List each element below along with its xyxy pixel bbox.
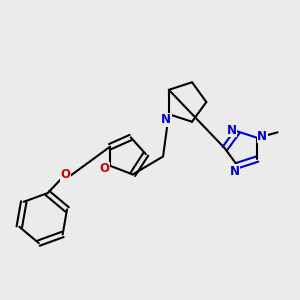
Text: N: N bbox=[230, 165, 240, 178]
Text: O: O bbox=[99, 162, 109, 176]
Text: N: N bbox=[257, 130, 267, 142]
Text: N: N bbox=[161, 113, 171, 126]
Text: O: O bbox=[61, 168, 70, 181]
Text: N: N bbox=[227, 124, 237, 136]
